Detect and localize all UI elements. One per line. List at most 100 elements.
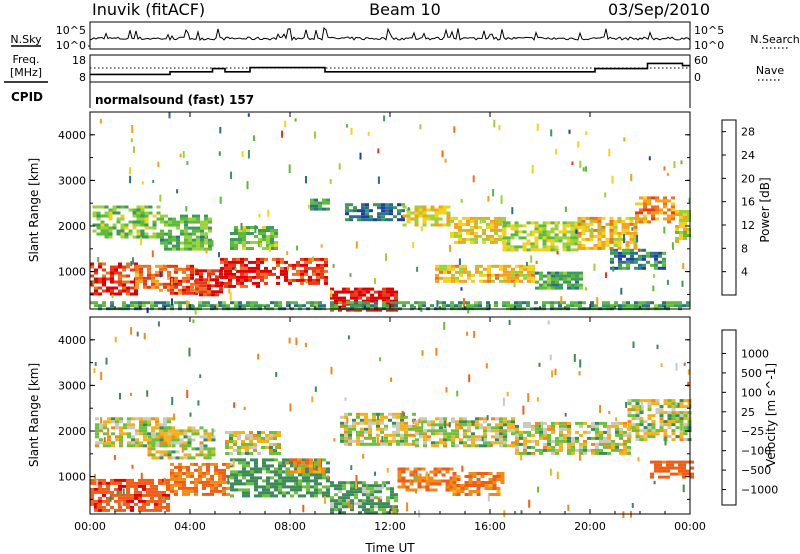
velocity-cell [274, 470, 278, 474]
power-cell [298, 304, 302, 308]
power-scatter-cell [332, 264, 335, 268]
velocity-cell [99, 423, 103, 427]
velocity-cell [412, 412, 416, 416]
velocity-cell [190, 462, 194, 466]
power-cell [108, 229, 113, 233]
power-scatter-cell [99, 118, 102, 124]
power-cell [455, 279, 459, 283]
velocity-cell [266, 467, 270, 471]
power-cell [232, 263, 236, 267]
power-cell [195, 284, 199, 288]
velocity-cell [106, 487, 110, 491]
power-cell [570, 230, 575, 234]
velocity-cell [139, 420, 143, 424]
velocity-cell [499, 423, 503, 427]
velocity-cell [459, 441, 463, 445]
power-cell [491, 264, 495, 268]
velocity-cell [401, 482, 406, 486]
power-cell [562, 224, 567, 228]
velocity-cell [225, 431, 229, 434]
velocity-cell [290, 464, 294, 468]
velocity-cell [297, 458, 301, 462]
velocity-scatter-cell [536, 397, 539, 402]
power-cell [310, 201, 314, 205]
power-cell [574, 242, 579, 246]
velocity-cell [455, 420, 459, 424]
velocity-cell [326, 491, 330, 495]
power-cell [458, 231, 462, 235]
power-cell [609, 240, 614, 244]
velocity-cell [322, 485, 326, 489]
power-cell [140, 217, 145, 221]
velocity-cell [106, 490, 110, 494]
power-cell [270, 247, 274, 250]
power-cell [200, 235, 204, 239]
power-cell [102, 289, 106, 293]
velocity-cell [225, 440, 229, 443]
velocity-scatter-cell [289, 403, 292, 412]
power-cell [526, 248, 531, 252]
power-cell [597, 225, 602, 229]
power-cell [642, 304, 646, 308]
velocity-cell [322, 458, 326, 462]
power-scatter-cell [530, 255, 533, 263]
power-cell [136, 211, 141, 215]
power-cell [606, 304, 610, 308]
velocity-cell [445, 485, 450, 489]
velocity-cell [372, 418, 376, 422]
velocity-cell [310, 485, 314, 489]
velocity-cell [563, 436, 567, 440]
velocity-cell [131, 444, 135, 448]
power-scatter-cell [463, 298, 465, 307]
power-cell [502, 242, 507, 246]
velocity-cell [495, 438, 499, 442]
power-cell [559, 274, 563, 278]
power-cell [482, 237, 486, 241]
power-cell [610, 248, 614, 252]
power-cell [219, 290, 223, 294]
power-scatter-cell [585, 287, 587, 291]
velocity-cell [245, 437, 249, 440]
power-cell [190, 282, 194, 286]
velocity-scatter-cell [285, 467, 288, 476]
velocity-cell [102, 493, 106, 497]
velocity-cell [368, 424, 372, 428]
power-cell [118, 289, 122, 293]
velocity-cell [543, 433, 547, 437]
velocity-cell [274, 473, 278, 477]
power-cell [554, 221, 559, 225]
velocity-cell [396, 421, 400, 425]
velocity-cell [166, 493, 170, 497]
velocity-cell [166, 508, 170, 512]
velocity-cell [203, 453, 208, 457]
power-cell [184, 217, 188, 221]
velocity-cell [166, 502, 170, 506]
velocity-cell [400, 442, 404, 446]
power-cell [642, 263, 646, 267]
power-cell [136, 214, 141, 218]
power-cell [200, 223, 204, 227]
velocity-cell [356, 430, 360, 434]
velocity-cell [107, 438, 111, 442]
power-scatter-cell [205, 248, 208, 254]
velocity-cell [142, 481, 146, 485]
power-cell [354, 287, 358, 291]
power-cell [622, 304, 626, 308]
power-cell [167, 276, 171, 280]
power-cell [276, 263, 280, 267]
power-cell [248, 266, 252, 270]
velocity-cell [342, 499, 346, 503]
power-cell [410, 217, 415, 221]
y-tick-label: 3000 [58, 379, 86, 392]
power-cell [242, 235, 246, 238]
velocity-cell [468, 478, 473, 481]
power-cell [499, 264, 503, 268]
velocity-cell [372, 439, 376, 443]
power-cell [200, 229, 204, 233]
power-cell [507, 276, 511, 280]
power-cell [634, 266, 638, 270]
power-scatter-cell [500, 195, 503, 205]
power-cell [94, 271, 98, 275]
velocity-cell [483, 435, 487, 439]
